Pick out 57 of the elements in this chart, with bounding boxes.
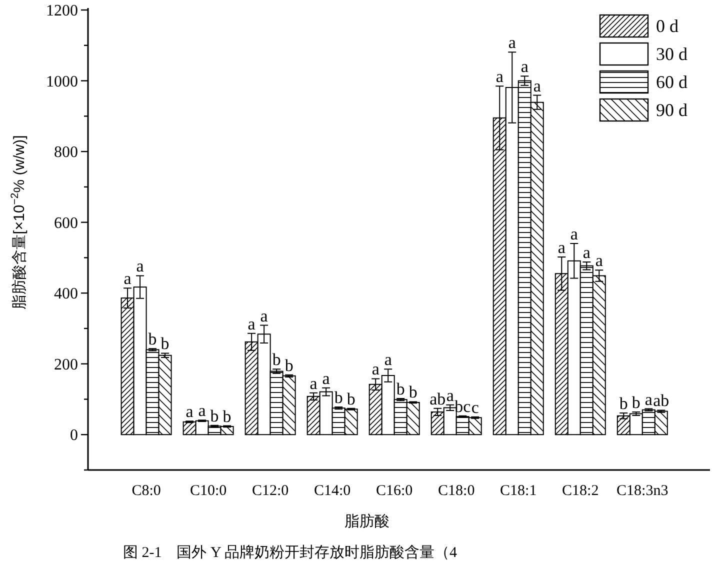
data-label: a <box>508 33 516 52</box>
data-label: b <box>210 406 219 426</box>
x-tick-label: C18:0 <box>438 483 475 499</box>
data-label: b <box>334 388 343 408</box>
x-tick-label: C16:0 <box>376 483 413 499</box>
legend-label: 60 d <box>656 72 688 92</box>
y-tick-label: 0 <box>70 427 78 444</box>
y-tick-label: 400 <box>54 286 78 303</box>
data-label: ab <box>653 391 670 410</box>
data-label: a <box>198 401 206 420</box>
data-label: a <box>310 374 318 393</box>
caption: 图 2-1 国外 Y 品牌奶粉开封存放时脂肪酸含量（4 <box>123 544 458 561</box>
x-tick-label: C10:0 <box>190 483 227 499</box>
data-label: b <box>160 334 170 354</box>
data-label: a <box>248 314 256 334</box>
data-label: a <box>124 269 132 288</box>
data-label: b <box>222 406 232 426</box>
y-tick-label: 1200 <box>46 2 78 20</box>
data-label: b <box>284 356 294 375</box>
data-label: a <box>582 242 591 262</box>
data-label: a <box>260 306 268 326</box>
data-label: b <box>408 382 418 402</box>
data-label: a <box>533 76 542 96</box>
y-tick-label: 600 <box>54 214 78 232</box>
data-label: a <box>558 238 566 257</box>
x-tick-label: C12:0 <box>252 483 289 499</box>
x-tick-label: C18:2 <box>562 483 599 499</box>
data-label: a <box>496 67 504 86</box>
data-label: a <box>322 368 330 388</box>
data-label: b <box>396 380 405 399</box>
data-label: a <box>520 57 529 76</box>
legend-label: 90 d <box>656 100 688 120</box>
data-label: b <box>148 330 157 349</box>
data-label: c <box>471 398 480 417</box>
x-tick-label: C18:3n3 <box>616 483 668 499</box>
data-label: a <box>372 360 380 379</box>
data-label: a <box>644 390 653 409</box>
legend-label: 0 d <box>656 16 678 36</box>
data-label: a <box>446 386 454 405</box>
data-label: a <box>595 251 604 270</box>
data-label: a <box>186 402 194 422</box>
data-label: a <box>384 350 392 370</box>
x-tick-label: C14:0 <box>314 483 351 499</box>
legend-label: 30 d <box>656 44 688 64</box>
data-label: ab <box>430 389 446 408</box>
x-tick-label: C18:1 <box>500 483 537 499</box>
data-label: a <box>136 256 144 276</box>
data-label: b <box>619 394 628 414</box>
y-tick-label: 200 <box>54 356 78 374</box>
y-tick-label: 800 <box>54 144 78 162</box>
data-label: a <box>570 224 578 244</box>
data-label: b <box>346 389 356 408</box>
data-label: b <box>272 350 281 370</box>
x-axis-title: 脂肪酸 <box>344 513 390 530</box>
data-label: b <box>632 392 640 412</box>
y-tick-label: 1000 <box>46 73 78 90</box>
x-tick-label: C8:0 <box>132 483 161 499</box>
